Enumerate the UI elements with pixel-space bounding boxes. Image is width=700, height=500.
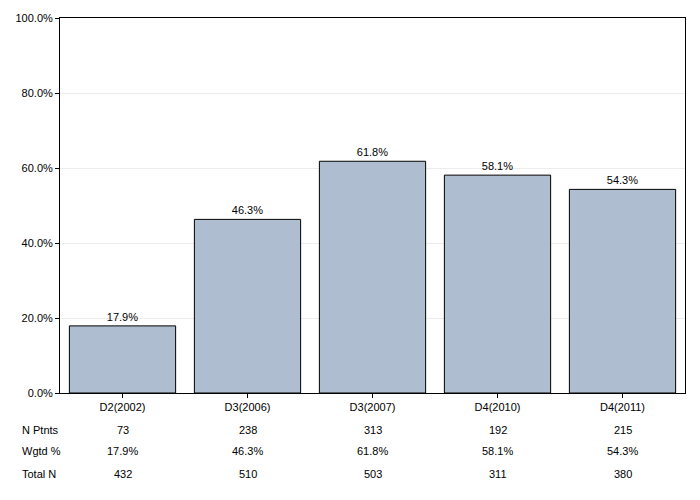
svg-text:D2(2002): D2(2002) — [100, 401, 146, 413]
svg-text:58.1%: 58.1% — [482, 160, 513, 172]
svg-text:20.0%: 20.0% — [22, 312, 53, 324]
svg-text:73: 73 — [117, 424, 129, 436]
svg-text:510: 510 — [239, 468, 257, 480]
svg-text:D3(2006): D3(2006) — [225, 401, 271, 413]
svg-text:58.1%: 58.1% — [482, 445, 513, 457]
svg-text:60.0%: 60.0% — [22, 162, 53, 174]
svg-text:61.8%: 61.8% — [357, 146, 388, 158]
svg-text:46.3%: 46.3% — [232, 445, 263, 457]
svg-text:D4(2011): D4(2011) — [600, 401, 645, 413]
svg-text:61.8%: 61.8% — [357, 445, 388, 457]
svg-text:432: 432 — [114, 468, 132, 480]
svg-text:100.0%: 100.0% — [15, 12, 53, 24]
svg-text:380: 380 — [614, 468, 632, 480]
svg-text:311: 311 — [489, 468, 507, 480]
svg-text:D4(2010): D4(2010) — [475, 401, 521, 413]
svg-text:D3(2007): D3(2007) — [350, 401, 396, 413]
svg-text:215: 215 — [614, 424, 632, 436]
svg-text:40.0%: 40.0% — [22, 237, 53, 249]
svg-text:54.3%: 54.3% — [607, 445, 638, 457]
svg-text:503: 503 — [364, 468, 382, 480]
svg-text:80.0%: 80.0% — [22, 87, 53, 99]
svg-text:17.9%: 17.9% — [107, 311, 138, 323]
svg-text:17.9%: 17.9% — [107, 445, 138, 457]
svg-text:0.0%: 0.0% — [28, 387, 53, 399]
svg-text:Total N: Total N — [22, 468, 56, 480]
svg-text:N Ptnts: N Ptnts — [22, 424, 59, 436]
svg-text:54.3%: 54.3% — [607, 174, 638, 186]
svg-text:313: 313 — [364, 424, 382, 436]
svg-text:46.3%: 46.3% — [232, 204, 263, 216]
svg-text:238: 238 — [239, 424, 257, 436]
svg-text:192: 192 — [489, 424, 507, 436]
svg-text:Wgtd %: Wgtd % — [22, 445, 61, 457]
